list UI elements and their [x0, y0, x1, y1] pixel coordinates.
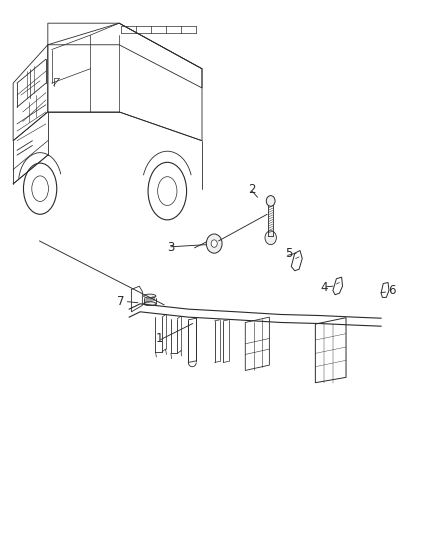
Text: 7: 7	[117, 295, 124, 308]
Text: 6: 6	[388, 284, 396, 297]
Ellipse shape	[144, 302, 156, 305]
Text: 3: 3	[167, 241, 174, 254]
Circle shape	[206, 234, 222, 253]
Text: 2: 2	[248, 183, 256, 196]
Circle shape	[265, 231, 276, 245]
Text: 1: 1	[156, 332, 164, 345]
Ellipse shape	[144, 294, 156, 298]
Circle shape	[266, 196, 275, 206]
Circle shape	[211, 240, 217, 247]
Text: 5: 5	[286, 247, 293, 260]
Text: 4: 4	[320, 281, 328, 294]
